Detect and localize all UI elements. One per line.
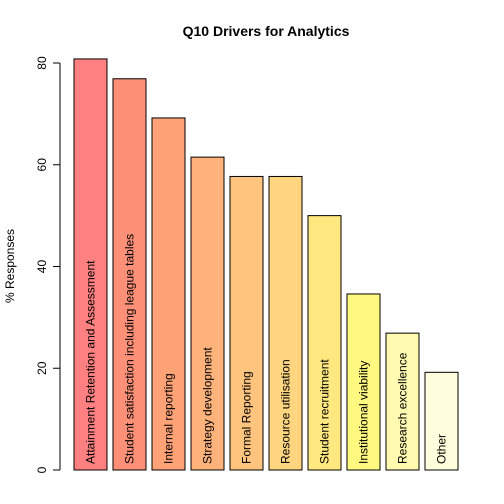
bar-label: Attainment Retention and Assessment [84, 260, 98, 464]
bar-label: Formal Reporting [240, 371, 254, 464]
y-tick-label: 80 [35, 56, 49, 70]
bars-group: Attainment Retention and Assessment Stude… [73, 58, 459, 471]
bar [346, 293, 381, 471]
bar-label: Research excellence [396, 352, 410, 464]
bar [190, 156, 225, 471]
bar [268, 175, 303, 471]
bar-label: Institutional viability [357, 361, 371, 464]
bar [112, 78, 147, 471]
y-tick-label: 60 [35, 158, 49, 172]
bar [73, 58, 108, 471]
bar-label: Strategy development [201, 347, 215, 464]
chart-title: Q10 Drivers for Analytics [183, 23, 350, 39]
y-tick-label: 40 [35, 260, 49, 274]
bar [424, 371, 459, 471]
bar-label: Other [435, 434, 449, 464]
bar-label: Internal reporting [162, 373, 176, 464]
bar [229, 175, 264, 471]
y-tick-label: 0 [35, 466, 49, 473]
bar-label: Student recruitment [318, 359, 332, 464]
y-tick-label: 20 [35, 361, 49, 375]
y-axis-label: % Responses [3, 229, 17, 303]
bar-label: Resource utilisation [279, 359, 293, 464]
bar [151, 117, 186, 471]
bar-label: Student satisfaction including league ta… [123, 234, 137, 464]
bar [307, 215, 342, 471]
y-axis: 0 20 40 60 80 [35, 56, 61, 473]
bar [385, 332, 420, 471]
